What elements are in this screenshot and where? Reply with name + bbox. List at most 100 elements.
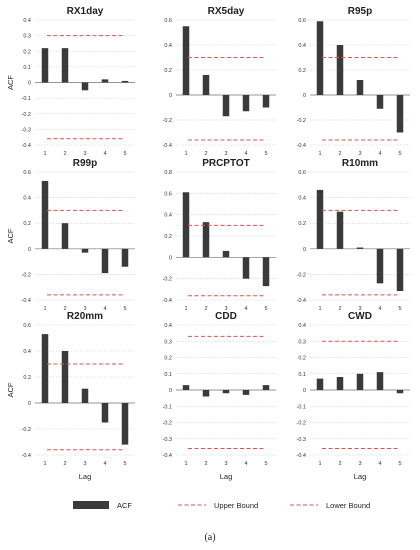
x-tick-label: 1 bbox=[184, 306, 187, 312]
acf-bar bbox=[41, 48, 49, 83]
y-tick-label: 0.4 bbox=[23, 349, 31, 355]
acf-bar bbox=[61, 48, 69, 83]
panel-title: RX5day bbox=[208, 6, 245, 17]
acf-panel-r95p: R95p -0.4 -0.2 0 0.2 0.4 0.6 1 2 3 4 5 bbox=[297, 6, 410, 157]
y-tick-label: -0.2 bbox=[163, 277, 172, 283]
y-tick-label: 0 bbox=[303, 93, 306, 99]
y-tick-label: -0.4 bbox=[163, 298, 172, 304]
x-tick-label: 5 bbox=[264, 306, 267, 312]
y-tick-label: 0.6 bbox=[164, 191, 172, 197]
x-tick-label: 5 bbox=[123, 306, 126, 312]
y-tick-label: -0.3 bbox=[163, 437, 172, 443]
x-tick-label: 2 bbox=[63, 461, 66, 467]
acf-bar bbox=[202, 390, 210, 397]
acf-bar bbox=[336, 377, 344, 390]
x-tick-label: 4 bbox=[103, 461, 106, 467]
y-tick-label: 0.3 bbox=[298, 339, 306, 345]
y-tick-label: -0.2 bbox=[297, 272, 306, 278]
x-tick-label: 4 bbox=[103, 151, 106, 157]
panel-title: R95p bbox=[348, 6, 372, 17]
y-tick-label: 0.4 bbox=[23, 18, 31, 24]
acf-bar bbox=[81, 248, 89, 253]
x-tick-label: 4 bbox=[244, 306, 247, 312]
x-tick-label: 1 bbox=[318, 151, 321, 157]
x-tick-label: 5 bbox=[398, 461, 401, 467]
y-tick-label: 0.2 bbox=[23, 221, 31, 227]
y-tick-label: -0.2 bbox=[297, 421, 306, 427]
y-tick-label: 0.4 bbox=[298, 323, 306, 329]
y-tick-label: 0.2 bbox=[298, 356, 306, 362]
acf-bar bbox=[202, 75, 210, 95]
y-tick-label: -0.4 bbox=[297, 453, 306, 459]
y-tick-label: 0.6 bbox=[23, 170, 31, 176]
panel-title: R10mm bbox=[342, 158, 378, 169]
y-tick-label: -0.1 bbox=[297, 404, 306, 410]
figure-caption: (a) bbox=[204, 532, 216, 543]
y-tick-label: 0.2 bbox=[298, 221, 306, 227]
acf-bar bbox=[316, 21, 324, 95]
x-tick-label: 2 bbox=[63, 306, 66, 312]
panel-title: R20mm bbox=[67, 311, 103, 322]
y-tick-label: 0.2 bbox=[164, 356, 172, 362]
acf-bar bbox=[336, 45, 344, 95]
x-tick-label: 5 bbox=[398, 306, 401, 312]
y-tick-label: 0 bbox=[28, 401, 31, 407]
acf-bar bbox=[121, 403, 129, 445]
x-tick-label: 2 bbox=[204, 306, 207, 312]
y-tick-label: -0.4 bbox=[297, 143, 306, 149]
acf-bar bbox=[376, 95, 384, 109]
y-tick-label: -0.4 bbox=[163, 453, 172, 459]
y-axis-label: ACF bbox=[6, 382, 15, 397]
acf-bar bbox=[101, 403, 109, 423]
x-tick-label: 2 bbox=[338, 461, 341, 467]
y-tick-label: 0.2 bbox=[298, 68, 306, 74]
y-tick-label: -0.1 bbox=[163, 404, 172, 410]
acf-bar bbox=[262, 385, 270, 390]
acf-panel-rx1day: RX1day -0.4 -0.3 -0.2 -0.1 0 0.1 0.2 0.3 0.4 ACF 1 2… bbox=[6, 6, 135, 157]
acf-bar bbox=[396, 95, 404, 133]
x-tick-label: 4 bbox=[378, 306, 381, 312]
acf-bar bbox=[182, 385, 190, 390]
legend-swatch-acf bbox=[73, 501, 109, 509]
x-tick-label: 3 bbox=[224, 461, 227, 467]
panel-title: CDD bbox=[215, 311, 237, 322]
y-tick-label: 0 bbox=[169, 93, 172, 99]
y-tick-label: 0.6 bbox=[23, 323, 31, 329]
y-tick-label: -0.3 bbox=[297, 437, 306, 443]
y-tick-label: -0.2 bbox=[22, 272, 31, 278]
acf-bar bbox=[356, 373, 364, 390]
y-tick-label: 0.4 bbox=[164, 323, 172, 329]
acf-bar bbox=[121, 80, 129, 83]
y-tick-label: 0 bbox=[169, 255, 172, 261]
panel-title: R99p bbox=[73, 158, 97, 169]
acf-panel-rx5day: RX5day -0.4 -0.2 0 0.2 0.4 0.6 1 2 3 4 5 bbox=[163, 6, 276, 157]
x-tick-label: 1 bbox=[184, 461, 187, 467]
y-axis-label: ACF bbox=[6, 228, 15, 243]
acf-bar bbox=[336, 211, 344, 249]
x-tick-label: 1 bbox=[43, 151, 46, 157]
acf-bar bbox=[121, 248, 129, 267]
y-tick-label: 0.4 bbox=[164, 213, 172, 219]
y-tick-label: -0.4 bbox=[22, 298, 31, 304]
y-tick-label: 0 bbox=[28, 247, 31, 253]
acf-bar bbox=[182, 192, 190, 258]
y-tick-label: 0.3 bbox=[23, 34, 31, 40]
x-tick-label: 5 bbox=[398, 151, 401, 157]
acf-panel-cdd: CDD -0.4 -0.3 -0.2 -0.1 0 0.1 0.2 0.3 0.4 1 2 3 4 5 Lag bbox=[163, 311, 276, 481]
x-tick-label: 4 bbox=[103, 306, 106, 312]
acf-panel-prcptot: PRCPTOT -0.4 -0.2 0 0.2 0.4 0.6 0.8 1 2 3 4 5 bbox=[163, 158, 276, 312]
acf-bar bbox=[61, 351, 69, 403]
x-tick-label: 4 bbox=[244, 151, 247, 157]
panel-title: PRCPTOT bbox=[202, 158, 250, 169]
y-tick-label: 0.1 bbox=[164, 372, 172, 378]
y-tick-label: -0.4 bbox=[297, 298, 306, 304]
legend: ACF Upper Bound Lower Bound bbox=[73, 501, 370, 510]
x-tick-label: 1 bbox=[43, 461, 46, 467]
y-tick-label: 0.4 bbox=[298, 43, 306, 49]
y-tick-label: -0.2 bbox=[22, 427, 31, 433]
acf-bar bbox=[356, 80, 364, 95]
x-tick-label: 3 bbox=[358, 461, 361, 467]
x-tick-label: 4 bbox=[378, 151, 381, 157]
y-axis-label: ACF bbox=[6, 75, 15, 90]
